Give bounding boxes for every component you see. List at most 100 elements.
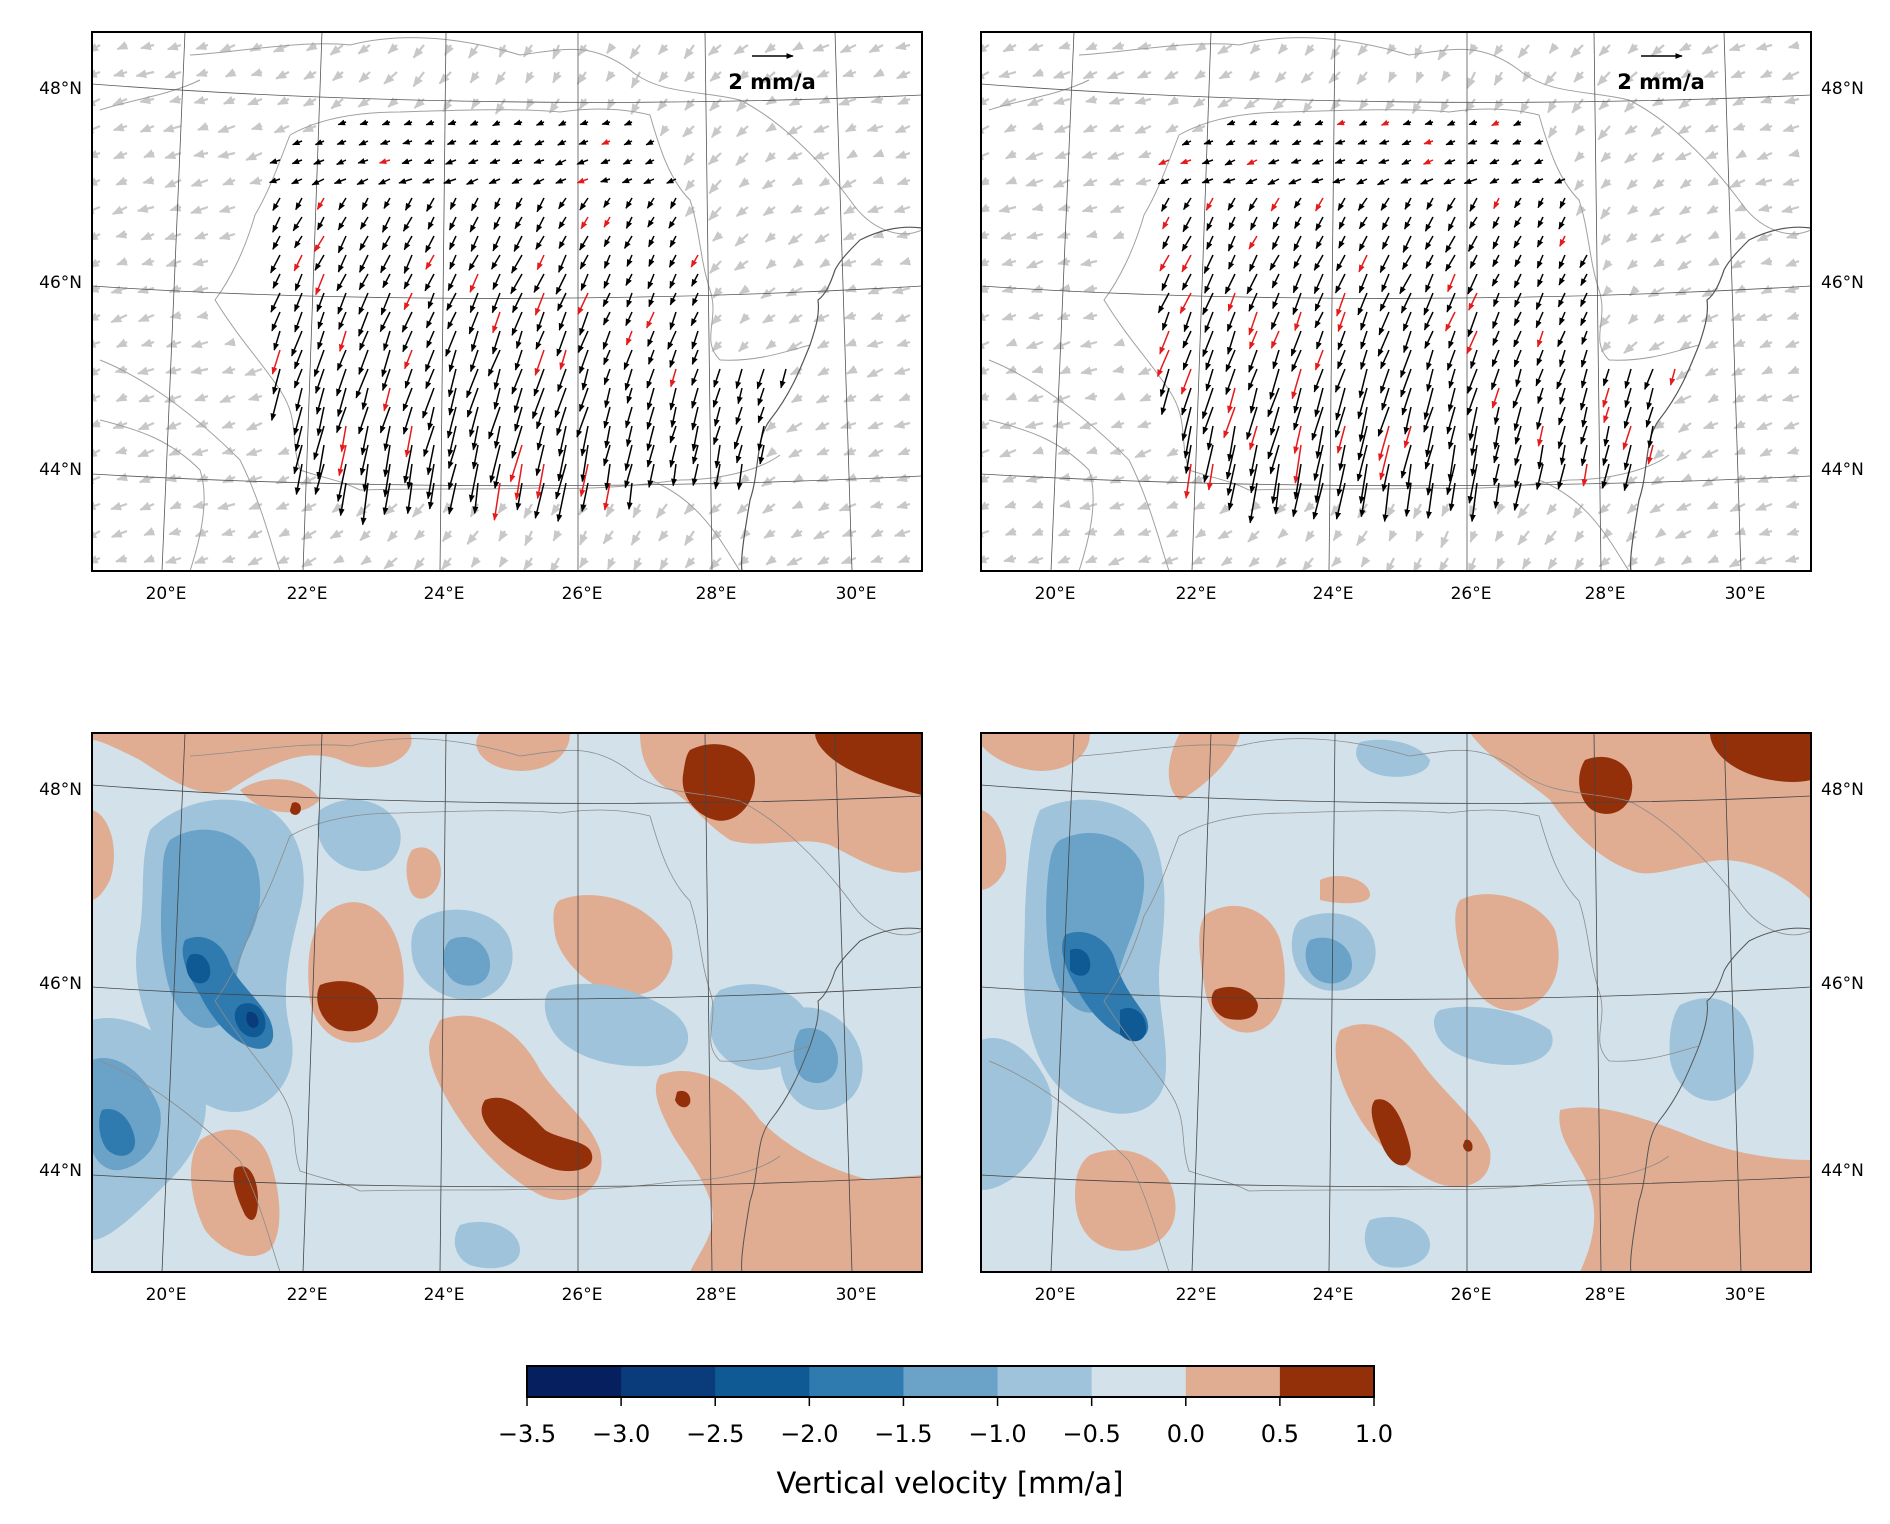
colorbar-tick-label: 0.5 bbox=[1261, 1420, 1299, 1448]
station-vector bbox=[532, 178, 545, 185]
station-vector bbox=[427, 406, 435, 431]
station-vector bbox=[269, 158, 281, 164]
station-vector bbox=[511, 311, 523, 336]
background-vector bbox=[192, 500, 209, 510]
station-vector bbox=[554, 387, 567, 419]
station-vector bbox=[358, 139, 369, 146]
station-vector bbox=[448, 216, 457, 231]
background-vector bbox=[115, 554, 128, 563]
background-vector bbox=[869, 393, 884, 402]
station-vector bbox=[382, 368, 391, 392]
lon-tick-label: 20°E bbox=[1035, 584, 1076, 604]
station-vector bbox=[579, 311, 589, 336]
background-vector bbox=[331, 502, 344, 514]
lat-tick-label: 46°N bbox=[1821, 273, 1864, 293]
station-vector bbox=[403, 235, 413, 251]
background-vector bbox=[112, 68, 128, 78]
station-vector bbox=[380, 254, 391, 274]
station-vector bbox=[623, 119, 633, 126]
background-vector bbox=[897, 96, 911, 106]
background-vector bbox=[412, 71, 425, 88]
station-vector bbox=[735, 368, 743, 390]
background-vector bbox=[736, 125, 749, 138]
background-vector bbox=[1058, 41, 1071, 50]
background-vector bbox=[816, 339, 830, 350]
station-vector bbox=[294, 463, 303, 496]
background-vector bbox=[1548, 42, 1560, 54]
background-vector bbox=[786, 556, 803, 567]
station-vector bbox=[315, 368, 325, 394]
background-vector bbox=[411, 503, 425, 518]
station-vector bbox=[735, 406, 743, 426]
station-vector bbox=[379, 139, 391, 145]
background-vector bbox=[711, 125, 722, 139]
station-vector bbox=[558, 254, 567, 273]
background-vector bbox=[217, 150, 236, 159]
background-vector bbox=[838, 502, 857, 512]
station-vector bbox=[757, 406, 765, 424]
background-vector bbox=[192, 284, 209, 294]
background-vector bbox=[817, 555, 830, 566]
station-vector bbox=[447, 463, 457, 491]
station-vector bbox=[359, 444, 369, 476]
background-vector bbox=[245, 421, 263, 431]
background-vector bbox=[1302, 98, 1314, 114]
background-vector bbox=[813, 124, 830, 134]
station-vector bbox=[402, 216, 413, 232]
background-vector bbox=[872, 229, 885, 239]
background-vector bbox=[116, 472, 128, 482]
background-vector bbox=[1052, 70, 1071, 79]
station-vector bbox=[603, 254, 611, 269]
station-vector bbox=[713, 368, 721, 388]
background-vector bbox=[844, 122, 857, 133]
station-vector bbox=[360, 425, 369, 456]
background-vector bbox=[712, 287, 723, 299]
background-vector bbox=[896, 473, 911, 483]
highlight-vector bbox=[404, 425, 413, 458]
background-vector-field bbox=[92, 41, 912, 571]
background-vector bbox=[873, 68, 885, 78]
background-vector bbox=[655, 503, 668, 519]
station-vector bbox=[604, 387, 611, 409]
background-vector bbox=[684, 71, 696, 82]
background-vector bbox=[1622, 71, 1638, 85]
background-vector bbox=[658, 530, 669, 542]
highlight-vector bbox=[559, 349, 567, 371]
station-vector bbox=[381, 349, 391, 378]
station-vector bbox=[293, 444, 303, 475]
background-vector bbox=[735, 206, 749, 218]
station-vector bbox=[293, 292, 303, 313]
station-vector bbox=[336, 349, 347, 371]
station-vector bbox=[514, 349, 523, 371]
background-vector bbox=[712, 231, 724, 242]
station-vector bbox=[735, 444, 743, 464]
station-vector bbox=[316, 406, 325, 437]
station-vector bbox=[471, 444, 479, 470]
station-vector bbox=[383, 197, 391, 210]
station-vector bbox=[558, 311, 567, 331]
background-vector bbox=[762, 205, 776, 217]
station-vector bbox=[466, 387, 479, 418]
station-vector bbox=[510, 254, 523, 274]
background-vector bbox=[738, 341, 749, 353]
background-vector bbox=[442, 502, 454, 514]
station-vector bbox=[691, 273, 699, 287]
highlight-vector bbox=[603, 482, 611, 511]
background-vector bbox=[786, 125, 803, 136]
station-vector bbox=[779, 368, 787, 389]
background-vector bbox=[785, 422, 803, 433]
background-vector bbox=[191, 447, 209, 457]
lon-tick-label: 28°E bbox=[696, 584, 737, 604]
highlight-vector bbox=[315, 273, 325, 296]
background-vector bbox=[92, 149, 101, 159]
station-vector bbox=[669, 425, 677, 444]
station-vector bbox=[643, 178, 655, 185]
background-vector bbox=[387, 43, 399, 54]
background-vector bbox=[630, 71, 641, 89]
station-vector bbox=[422, 387, 435, 419]
station-vector bbox=[272, 216, 281, 233]
station-vector bbox=[270, 292, 281, 313]
background-vector bbox=[894, 41, 911, 51]
background-vector bbox=[1413, 44, 1424, 60]
